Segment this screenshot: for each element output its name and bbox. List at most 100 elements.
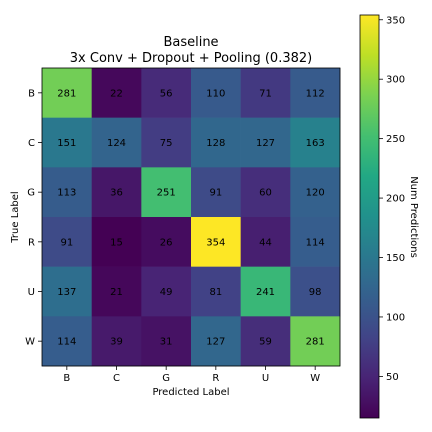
colorbar-tick-label: 150: [386, 253, 405, 264]
y-tick-label: C: [28, 138, 35, 149]
x-tick-label: U: [262, 373, 269, 384]
heatmap-cell: [141, 117, 192, 168]
heatmap-cell: [191, 68, 241, 118]
cell-value-label: 71: [259, 88, 272, 99]
heatmap-cell: [141, 217, 192, 267]
y-tick-label: U: [28, 287, 35, 298]
colorbar-ticks: 50 100 150 200 250 300 350: [379, 15, 405, 383]
heatmap-cell: [91, 217, 142, 267]
heatmap-cell: [42, 117, 92, 168]
cell-value-label: 114: [306, 237, 325, 248]
colorbar-tick-label: 300: [386, 75, 405, 86]
heatmap-cell: [91, 117, 142, 168]
cell-value-label: 75: [160, 138, 173, 149]
heatmap-cell: [191, 217, 241, 267]
heatmap-cell: [290, 117, 341, 168]
y-tick-label: B: [28, 88, 35, 99]
chart-title: Baseline: [163, 35, 218, 50]
cell-value-label: 112: [306, 88, 325, 99]
cell-value-label: 151: [57, 138, 76, 149]
cell-value-label: 137: [57, 287, 76, 298]
colorbar-tick-label: 100: [386, 312, 405, 323]
x-tick-label: W: [310, 373, 320, 384]
heatmap-cell: [290, 217, 341, 267]
cell-value-label: 128: [206, 138, 225, 149]
cell-value-label: 26: [160, 237, 173, 248]
heatmap-cell: [240, 316, 291, 367]
heatmap-cell: [91, 167, 142, 218]
heatmap-cell: [141, 68, 192, 118]
cell-value-label: 163: [306, 138, 325, 149]
cell-value-label: 39: [110, 337, 123, 348]
heatmap-cell: [290, 68, 341, 118]
cell-value-label: 110: [206, 88, 225, 99]
x-tick-label: B: [63, 373, 70, 384]
heatmap-cell: [240, 266, 291, 317]
colorbar-tick-label: 250: [386, 134, 405, 145]
cell-value-label: 31: [160, 337, 173, 348]
heatmap-cell: [191, 316, 241, 367]
cell-value-label: 354: [206, 237, 225, 248]
colorbar-tick-label: 350: [386, 15, 405, 26]
heatmap-cell: [141, 266, 192, 317]
colorbar: [359, 14, 380, 419]
x-tick-label: G: [162, 373, 170, 384]
cell-value-label: 98: [309, 287, 322, 298]
cell-value-label: 21: [110, 287, 123, 298]
cell-value-label: 60: [259, 188, 272, 199]
heatmap-cell: [191, 117, 241, 168]
cell-value-label: 44: [259, 237, 272, 248]
colorbar-tick-label: 50: [386, 372, 399, 383]
heatmap-cell: [240, 217, 291, 267]
heatmap-cell: [91, 68, 142, 118]
y-axis-ticks: B C G R U W: [25, 88, 42, 348]
heatmap-cell: [141, 167, 192, 218]
heatmap-cell: [240, 167, 291, 218]
heatmap-cells: 281 22 56 110 71 112 151 124 75 128 127 163 113 36 251…: [42, 68, 341, 367]
cell-value-label: 22: [110, 88, 123, 99]
heatmap-cell: [42, 217, 92, 267]
chart-subtitle: 3x Conv + Dropout + Pooling (0.382): [70, 51, 312, 66]
heatmap-cell: [42, 316, 92, 367]
heatmap-cell: [42, 167, 92, 218]
cell-value-label: 113: [57, 188, 76, 199]
heatmap-cell: [141, 316, 192, 367]
colorbar-label: Num Predictions: [408, 176, 419, 258]
cell-value-label: 114: [57, 337, 76, 348]
heatmap-cell: [191, 167, 241, 218]
heatmap-cell: [91, 316, 142, 367]
cell-value-label: 120: [306, 188, 325, 199]
cell-value-label: 127: [256, 138, 275, 149]
x-axis-label: Predicted Label: [152, 387, 229, 398]
cell-value-label: 241: [256, 287, 275, 298]
heatmap-cell: [42, 266, 92, 317]
colorbar-tick-label: 200: [386, 194, 405, 205]
x-tick-label: R: [212, 373, 219, 384]
cell-value-label: 36: [110, 188, 123, 199]
heatmap-cell: [240, 117, 291, 168]
cell-value-label: 281: [306, 337, 325, 348]
x-tick-label: C: [113, 373, 120, 384]
cell-value-label: 127: [206, 337, 225, 348]
cell-value-label: 49: [160, 287, 173, 298]
heatmap-cell: [290, 266, 341, 317]
cell-value-label: 91: [60, 237, 73, 248]
y-tick-label: G: [27, 188, 35, 199]
cell-value-label: 59: [259, 337, 272, 348]
cell-value-label: 15: [110, 237, 123, 248]
cell-value-label: 81: [209, 287, 222, 298]
heatmap-cell: [191, 266, 241, 317]
cell-value-label: 281: [57, 88, 76, 99]
cell-value-label: 56: [160, 88, 173, 99]
heatmap-cell: [42, 68, 92, 118]
y-tick-label: W: [25, 337, 35, 348]
y-tick-label: R: [28, 237, 35, 248]
heatmap-cell: [240, 68, 291, 118]
cell-value-label: 124: [107, 138, 126, 149]
heatmap-cell: [290, 167, 341, 218]
y-axis-label: True Label: [10, 191, 21, 243]
heatmap-cell: [91, 266, 142, 317]
cell-value-label: 251: [157, 188, 176, 199]
